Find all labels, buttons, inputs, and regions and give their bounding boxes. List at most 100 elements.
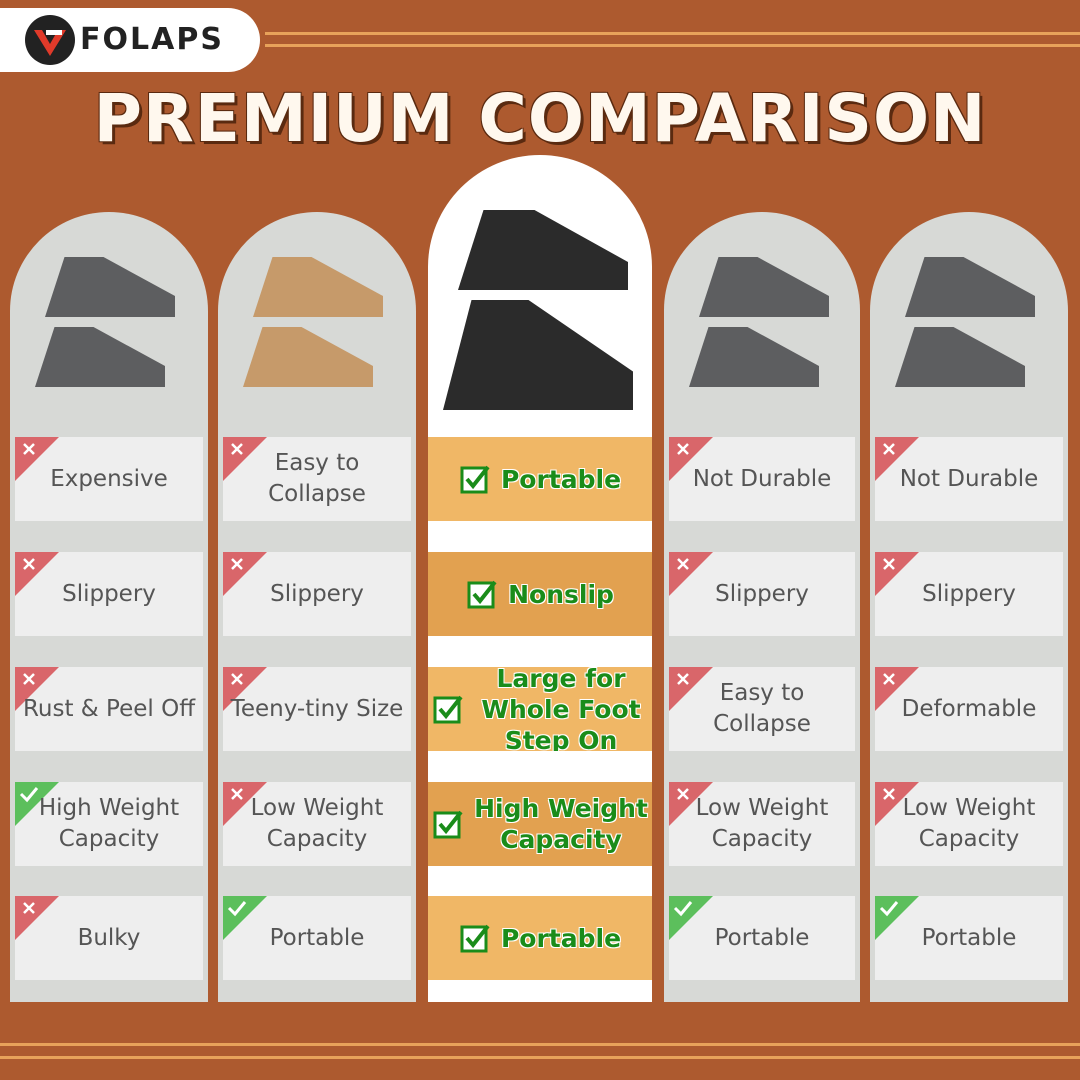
cross-icon: [15, 437, 59, 481]
product-image: [895, 257, 1035, 387]
cell-text: Nonslip: [508, 579, 614, 609]
check-icon: [15, 782, 59, 826]
cross-icon: [875, 552, 919, 596]
product-shape: [35, 327, 165, 387]
cell-text: Deformable: [901, 695, 1037, 722]
cross-icon: [15, 667, 59, 711]
cell-text: Portable: [921, 924, 1017, 951]
cell-text: Rust & Peel Off: [22, 695, 196, 722]
deco-line: [265, 32, 1080, 35]
product-shape: [443, 300, 633, 410]
cell-text: Portable: [500, 923, 622, 953]
comparison-cell: Expensive: [15, 437, 203, 521]
comparison-cell: Slippery: [15, 552, 203, 636]
column: Not Durable Slippery Deformable Low Weight …: [870, 212, 1068, 1002]
cell-text: Portable: [269, 924, 365, 951]
cross-icon: [223, 782, 267, 826]
cell-text: Slippery: [270, 580, 364, 607]
cross-icon: [669, 782, 713, 826]
check-icon: [433, 810, 463, 839]
cell-text: Easy to Collapse: [713, 680, 811, 737]
comparison-cell: Deformable: [875, 667, 1063, 751]
cell-text: Slippery: [62, 580, 156, 607]
cell-text: Low Weight Capacity: [250, 795, 384, 852]
column: Expensive Slippery Rust & Peel Off High Wei…: [10, 212, 208, 1002]
deco-line: [0, 1056, 1080, 1059]
logo: FOLAPS: [0, 8, 260, 72]
check-icon: [223, 896, 267, 940]
product-shape: [458, 210, 628, 290]
comparison-cell: Not Durable: [875, 437, 1063, 521]
comparison-cell: Not Durable: [669, 437, 855, 521]
comparison-cell: Easy to Collapse: [669, 667, 855, 751]
product-shape: [905, 257, 1035, 317]
product-image: [243, 257, 383, 387]
comparison-cell: Slippery: [669, 552, 855, 636]
product-image: [35, 257, 175, 387]
cell-text: Portable: [714, 924, 810, 951]
check-icon: [460, 924, 490, 953]
comparison-cell: Easy to Collapse: [223, 437, 411, 521]
cell-text: High Weight Capacity: [38, 795, 180, 852]
cell-text: Not Durable: [899, 465, 1039, 492]
comparison-cell: Nonslip: [428, 552, 652, 636]
cell-text: Bulky: [77, 924, 141, 951]
product-shape: [895, 327, 1025, 387]
cross-icon: [223, 667, 267, 711]
cell-text: Low Weight Capacity: [695, 795, 829, 852]
comparison-cell: Bulky: [15, 896, 203, 980]
cell-text: Portable: [500, 464, 622, 494]
product-shape: [699, 257, 829, 317]
cross-icon: [669, 667, 713, 711]
comparison-cell: Teeny-tiny Size: [223, 667, 411, 751]
column: Easy to Collapse Slippery Teeny-tiny Size L…: [218, 212, 416, 1002]
column: Not Durable Slippery Easy to Collapse Low W…: [664, 212, 860, 1002]
comparison-cell: High Weight Capacity: [428, 782, 652, 866]
cell-text: Slippery: [715, 580, 809, 607]
product-image: [443, 210, 633, 410]
comparison-cell: Slippery: [875, 552, 1063, 636]
check-icon: [467, 580, 497, 609]
cross-icon: [875, 667, 919, 711]
comparison-cell: Low Weight Capacity: [669, 782, 855, 866]
cross-icon: [875, 782, 919, 826]
cross-icon: [669, 552, 713, 596]
check-icon: [875, 896, 919, 940]
comparison-cell: Slippery: [223, 552, 411, 636]
product-shape: [45, 257, 175, 317]
title: PREMIUM COMPARISON: [93, 80, 987, 157]
comparison-cell: High Weight Capacity: [15, 782, 203, 866]
brand: FOLAPS: [80, 22, 224, 57]
cell-text: Expensive: [50, 465, 168, 492]
column: Portable Nonslip Large for Whole Foot Step…: [428, 155, 652, 1002]
cross-icon: [15, 896, 59, 940]
cell-text: High Weight Capacity: [474, 794, 648, 854]
comparison-cell: Low Weight Capacity: [223, 782, 411, 866]
check-icon: [433, 695, 463, 724]
deco-line: [265, 44, 1080, 47]
comparison-cell: Portable: [875, 896, 1063, 980]
cell-text: Slippery: [922, 580, 1016, 607]
logo-icon: [25, 15, 75, 65]
comparison-cell: Rust & Peel Off: [15, 667, 203, 751]
cross-icon: [223, 437, 267, 481]
cross-icon: [15, 552, 59, 596]
comparison-cell: Portable: [223, 896, 411, 980]
product-shape: [243, 327, 373, 387]
comparison-cell: Large for Whole Foot Step On: [428, 667, 652, 751]
cell-text: Teeny-tiny Size: [230, 695, 404, 722]
cell-text: Low Weight Capacity: [902, 795, 1036, 852]
check-icon: [669, 896, 713, 940]
cross-icon: [223, 552, 267, 596]
deco-line: [0, 1043, 1080, 1046]
check-icon: [460, 465, 490, 494]
comparison-cell: Low Weight Capacity: [875, 782, 1063, 866]
comparison-cell: Portable: [669, 896, 855, 980]
cell-text: Easy to Collapse: [268, 450, 366, 507]
product-image: [689, 257, 829, 387]
cell-text: Large for Whole Foot Step On: [481, 667, 641, 751]
cross-icon: [669, 437, 713, 481]
comparison-cell: Portable: [428, 437, 652, 521]
cell-text: Not Durable: [692, 465, 832, 492]
